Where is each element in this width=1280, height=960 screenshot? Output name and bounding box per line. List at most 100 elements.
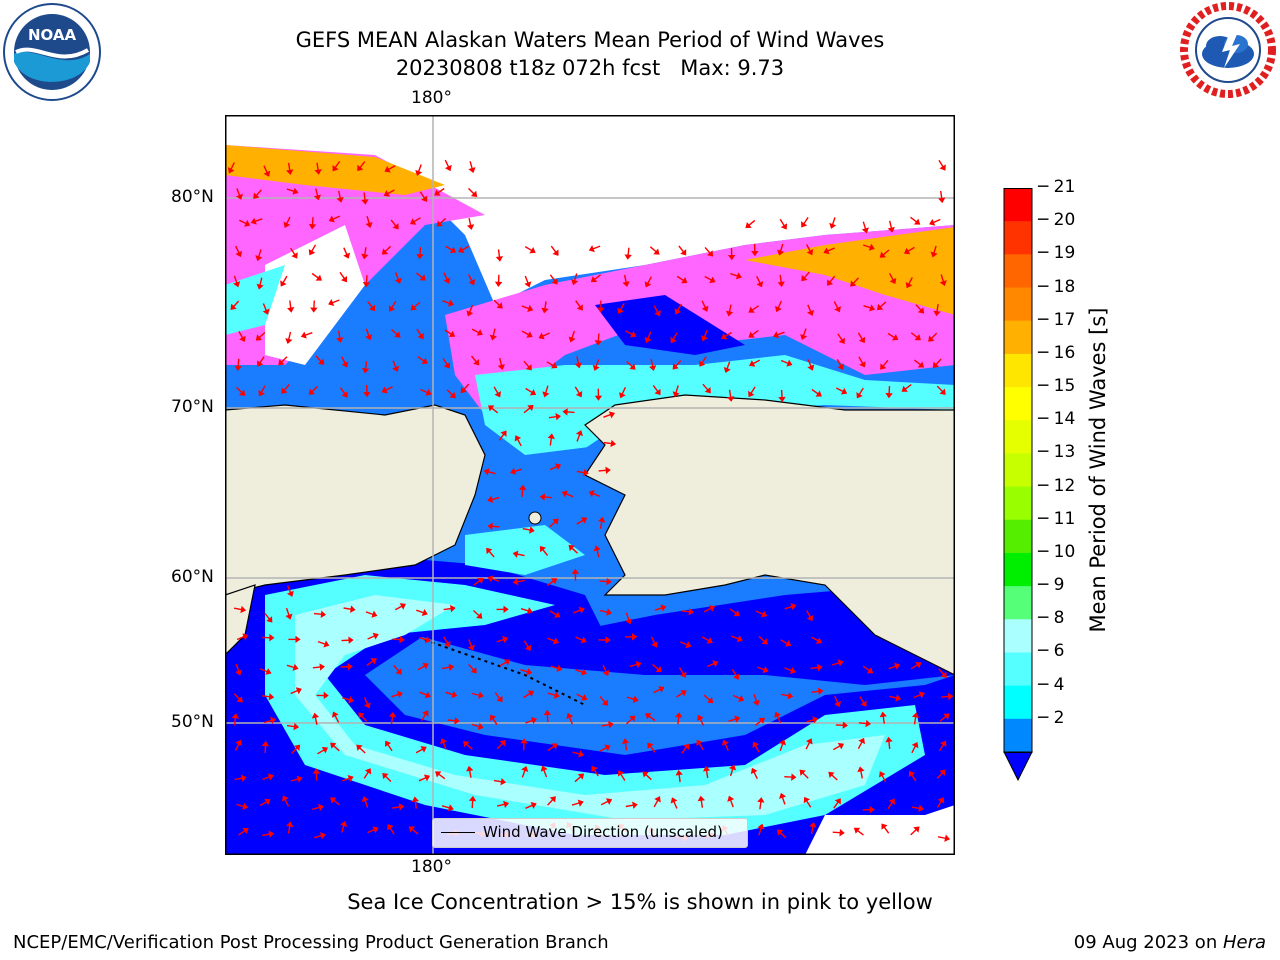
wave-arrow-head (331, 711, 339, 718)
wave-arrow-head (911, 741, 919, 749)
wave-arrow-head (417, 332, 424, 340)
wave-arrow-head (913, 218, 921, 225)
wave-arrow-head (837, 363, 844, 370)
wave-arrow-head (853, 827, 861, 834)
wave-arrow-head (840, 387, 848, 395)
wave-arrow-head (651, 641, 658, 648)
colorbar-tick-label: ─ 21 (1038, 177, 1076, 197)
wave-arrow-head (409, 218, 417, 225)
wave-arrow-head (555, 413, 561, 421)
wave-arrow-head (381, 248, 389, 255)
colorbar-segment (1004, 320, 1032, 355)
wave-arrow-head (348, 696, 355, 704)
wave-arrow-head (496, 302, 503, 309)
wave-arrow-head (504, 659, 511, 666)
wave-arrow-head (660, 604, 667, 612)
wave-arrow-head (285, 613, 293, 620)
wave-arrow-head (725, 310, 734, 317)
nws-logo (1180, 2, 1276, 98)
wave-arrow-head (772, 331, 780, 339)
wave-arrow-head (917, 361, 925, 368)
wave-arrow-head (448, 663, 455, 671)
title-line-2: 20230808 t18z 072h fcst Max: 9.73 (395, 56, 785, 80)
wave-arrow-head (889, 277, 897, 285)
wave-arrow-head (321, 747, 329, 754)
wave-arrow-head (860, 700, 867, 707)
wave-arrow-head (675, 712, 683, 718)
map-frame (225, 115, 955, 855)
wave-arrow-head (928, 335, 935, 342)
wave-arrow-head (575, 430, 583, 437)
wave-arrow-head (722, 739, 729, 746)
wave-arrow-head (858, 737, 865, 745)
wave-arrow-head (287, 306, 295, 313)
wave-arrow-head (734, 715, 741, 723)
wave-arrow-head (449, 392, 456, 399)
wave-arrow-head (801, 274, 808, 282)
wave-arrow-head (932, 361, 940, 368)
wave-arrow-head (383, 190, 390, 197)
wave-arrow-head (915, 661, 922, 669)
wave-arrow-head (529, 526, 535, 534)
lat-label-60: 60°N (171, 567, 214, 587)
wave-arrow-head (463, 741, 470, 748)
wave-arrow-head (270, 716, 277, 725)
wave-arrow-head (629, 363, 636, 370)
wave-arrow-head (266, 616, 273, 623)
wave-arrow-head (948, 692, 954, 701)
wave-arrow-head (296, 775, 303, 783)
wave-arrow-head (680, 249, 687, 256)
wave-arrow-head (708, 605, 716, 612)
wave-arrow-head (240, 605, 247, 614)
colorbar-segment (1004, 519, 1032, 554)
wave-arrow-head (590, 276, 598, 283)
wave-arrow-head (815, 637, 823, 644)
wave-arrow-head (318, 803, 324, 812)
colorbar-segment (1004, 453, 1032, 488)
wave-arrow-head (332, 165, 339, 172)
wave-arrow-head (468, 795, 477, 802)
wave-arrow-head (530, 717, 537, 725)
wave-arrow-head (490, 714, 497, 721)
wave-arrow-head (358, 712, 365, 719)
wave-arrow-head (234, 365, 242, 371)
wave-arrow-head (937, 797, 945, 804)
wave-arrow-head (649, 365, 657, 371)
wave-arrow-head (670, 336, 677, 344)
wave-arrow-head (761, 610, 768, 618)
wave-arrow-head (632, 801, 638, 809)
wave-arrow-head (929, 218, 936, 226)
wave-arrow-head (712, 660, 719, 668)
wave-arrow-head (805, 738, 813, 745)
wave-arrow-head (602, 669, 610, 677)
wave-arrow-head (706, 250, 714, 257)
wave-arrow-head (680, 671, 687, 678)
wave-arrow-head (450, 604, 456, 613)
wave-arrow-head (780, 223, 788, 230)
colorbar-tick-label: ─ 15 (1038, 376, 1076, 397)
south-east-nodata (805, 805, 955, 855)
wave-arrow-head (495, 256, 504, 262)
wave-arrow-head (568, 336, 576, 343)
wave-arrow-head (752, 741, 759, 748)
footer-right: 09 Aug 2023 on Hera (1074, 932, 1266, 953)
wave-arrow-head (361, 253, 369, 260)
wave-arrow-head (524, 281, 532, 288)
lat-label-70: 70°N (171, 397, 214, 417)
wave-arrow-head (865, 719, 871, 728)
wave-arrow-head (499, 740, 506, 747)
wave-arrow-head (255, 255, 263, 262)
wave-arrow-head (581, 668, 588, 676)
colorbar-frame (1003, 188, 1033, 753)
wave-arrow-head (231, 713, 240, 719)
wave-arrow-head (887, 226, 895, 233)
wave-arrow-head (837, 742, 845, 750)
wave-arrow-head (885, 392, 893, 399)
colorbar-tick-label: ─ 14 (1038, 409, 1076, 430)
wave-arrow-head (697, 795, 706, 802)
wave-arrow-head (236, 696, 243, 703)
colorbar-tick-label: ─ 19 (1038, 243, 1076, 264)
wave-arrow-head (617, 307, 624, 314)
wave-arrow-head (483, 468, 490, 476)
wave-arrow-head (371, 610, 378, 618)
